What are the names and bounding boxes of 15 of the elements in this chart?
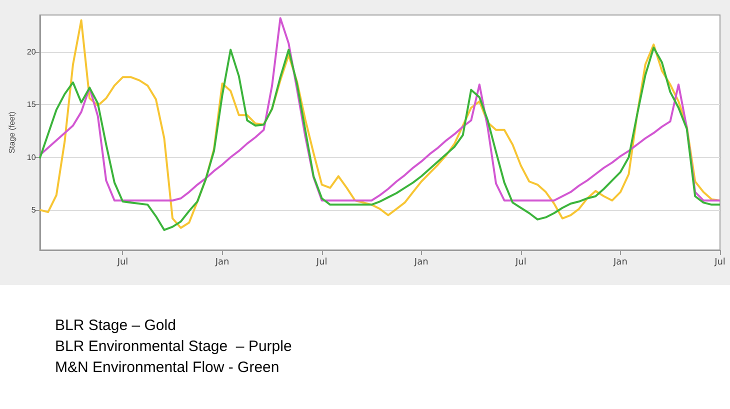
x-tick-label: Jul [315,258,328,268]
x-tick-label: Jan [214,258,230,268]
x-tick-label: Jan [612,258,628,268]
y-tick-label: 5 [31,205,36,214]
x-tick-label: Jul [714,258,726,268]
text: BLR Environmental Stage – Purple [55,338,292,355]
y-tick-label: 15 [26,100,36,110]
y-axis-title: Stage (feet) [8,111,16,154]
x-tick-label: Jul [514,258,526,268]
x-tick-label: Jul [116,258,128,268]
y-tick-label: 10 [26,152,36,162]
y-tick-label: 20 [26,47,36,56]
x-tick-label: Jan [413,258,428,268]
text: M&N Environmental Flow - Green [55,359,280,376]
text: BLR Stage – Gold [55,317,176,334]
